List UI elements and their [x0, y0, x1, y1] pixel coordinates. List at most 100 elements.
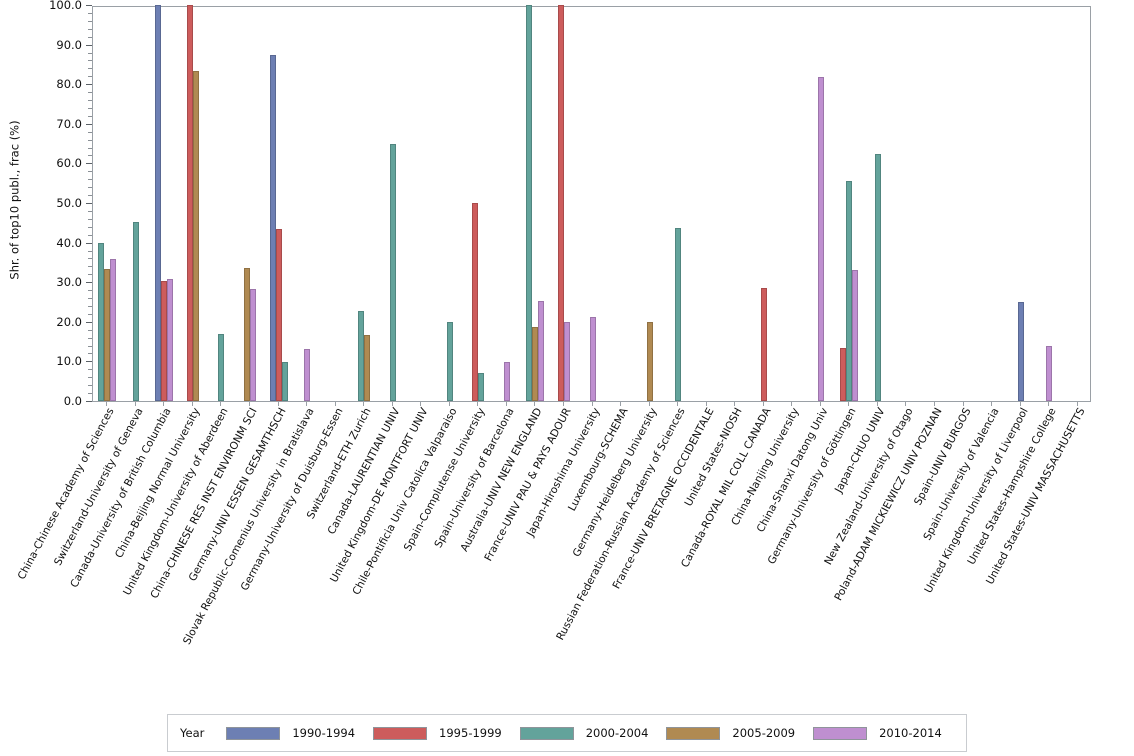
- bar: [186, 5, 193, 401]
- x-tick-mark: [934, 402, 935, 406]
- x-tick-mark: [848, 402, 850, 406]
- x-tick-mark: [477, 402, 479, 406]
- bar: [304, 349, 311, 401]
- plot-area: [92, 5, 1091, 402]
- legend: Year 1990-1994 1995-1999 2000-2004 2005-200…: [167, 714, 967, 752]
- y-minor-tick-mark: [88, 226, 92, 228]
- legend-swatch: [666, 726, 721, 740]
- bar: [478, 373, 485, 401]
- y-tick-label: 40.0: [56, 235, 82, 250]
- y-tick-label: 80.0: [56, 77, 82, 92]
- x-tick-mark: [163, 402, 165, 406]
- y-minor-tick-mark: [88, 353, 92, 355]
- bar: [389, 144, 396, 401]
- y-minor-tick-mark: [88, 139, 92, 141]
- y-minor-tick-mark: [88, 218, 92, 220]
- y-minor-tick-mark: [88, 179, 92, 181]
- y-minor-tick-mark: [88, 298, 92, 300]
- x-tick-mark: [391, 402, 393, 406]
- bar: [269, 54, 276, 401]
- x-tick-mark: [106, 402, 108, 406]
- y-tick-label: 10.0: [56, 354, 82, 369]
- x-tick-mark: [905, 402, 907, 406]
- bar: [161, 280, 168, 401]
- bar: [840, 347, 847, 401]
- x-tick-mark: [1048, 402, 1050, 406]
- bar: [155, 5, 162, 401]
- legend-item[interactable]: 1990-1994: [226, 726, 355, 740]
- x-tick-mark: [1019, 402, 1021, 406]
- y-minor-tick-mark: [88, 100, 92, 102]
- legend-label: 1990-1994: [292, 726, 356, 740]
- legend-item[interactable]: 2005-2009: [666, 726, 795, 740]
- x-tick-mark: [334, 402, 336, 406]
- bar: [132, 221, 139, 401]
- y-minor-tick-mark: [88, 210, 92, 212]
- bar: [563, 321, 570, 401]
- y-minor-tick-mark: [88, 250, 92, 252]
- bar: [167, 279, 174, 401]
- y-minor-tick-mark: [88, 266, 92, 268]
- y-tick-label: 100.0: [49, 0, 82, 12]
- legend-label: 2000-2004: [585, 726, 649, 740]
- y-minor-tick-mark: [88, 274, 92, 276]
- x-tick-mark: [620, 402, 622, 406]
- bar: [98, 242, 105, 401]
- y-minor-tick-mark: [88, 171, 92, 173]
- y-tick-mark: [86, 203, 92, 204]
- legend-item[interactable]: 2000-2004: [519, 726, 649, 740]
- y-minor-tick-mark: [88, 369, 92, 371]
- y-tick-label: 20.0: [56, 314, 82, 329]
- x-tick-mark: [562, 402, 564, 406]
- x-tick-mark: [534, 402, 536, 406]
- x-tick-mark: [420, 402, 422, 406]
- bar: [532, 327, 539, 401]
- legend-swatch: [813, 726, 868, 740]
- x-tick-mark: [363, 402, 365, 406]
- y-minor-tick-mark: [88, 290, 92, 292]
- legend-item[interactable]: 2010-2014: [813, 726, 942, 740]
- y-minor-tick-mark: [88, 20, 92, 22]
- legend-swatch: [226, 726, 281, 740]
- y-tick-mark: [86, 361, 92, 363]
- y-tick-label: 70.0: [56, 116, 82, 131]
- bar: [275, 228, 282, 401]
- y-minor-tick-mark: [88, 76, 92, 78]
- x-tick-mark: [191, 402, 193, 406]
- x-tick-mark: [762, 402, 764, 406]
- legend-title: Year: [180, 726, 205, 740]
- x-tick-mark: [791, 402, 793, 406]
- y-minor-tick-mark: [88, 36, 92, 38]
- bar: [218, 334, 225, 401]
- x-tick-mark: [677, 402, 679, 406]
- x-tick-mark: [277, 402, 279, 406]
- bar: [364, 335, 371, 401]
- y-minor-tick-mark: [88, 329, 92, 331]
- y-minor-tick-mark: [88, 131, 92, 133]
- legend-swatch: [373, 726, 428, 740]
- y-minor-tick-mark: [88, 92, 92, 94]
- x-tick-mark: [505, 402, 507, 406]
- x-tick-mark: [819, 402, 821, 406]
- legend-item[interactable]: 1995-1999: [373, 726, 502, 740]
- x-tick-mark: [648, 402, 650, 406]
- y-tick-mark: [86, 44, 92, 46]
- y-minor-tick-mark: [88, 313, 92, 315]
- y-minor-tick-mark: [88, 345, 92, 347]
- legend-items: 1990-1994 1995-1999 2000-2004 2005-2009 2010…: [226, 726, 959, 740]
- x-tick-mark: [705, 402, 707, 406]
- bar: [817, 76, 824, 401]
- legend-label: 2005-2009: [732, 726, 796, 740]
- y-minor-tick-mark: [88, 107, 92, 109]
- bar: [249, 289, 256, 401]
- bar: [557, 5, 564, 401]
- bar: [852, 270, 859, 401]
- bar: [1017, 302, 1024, 401]
- x-tick-mark: [991, 402, 993, 406]
- bar: [846, 181, 853, 401]
- bar: [358, 311, 365, 401]
- legend-label: 2010-2014: [879, 726, 942, 740]
- y-minor-tick-mark: [88, 234, 92, 236]
- y-tick-label: 90.0: [56, 37, 82, 52]
